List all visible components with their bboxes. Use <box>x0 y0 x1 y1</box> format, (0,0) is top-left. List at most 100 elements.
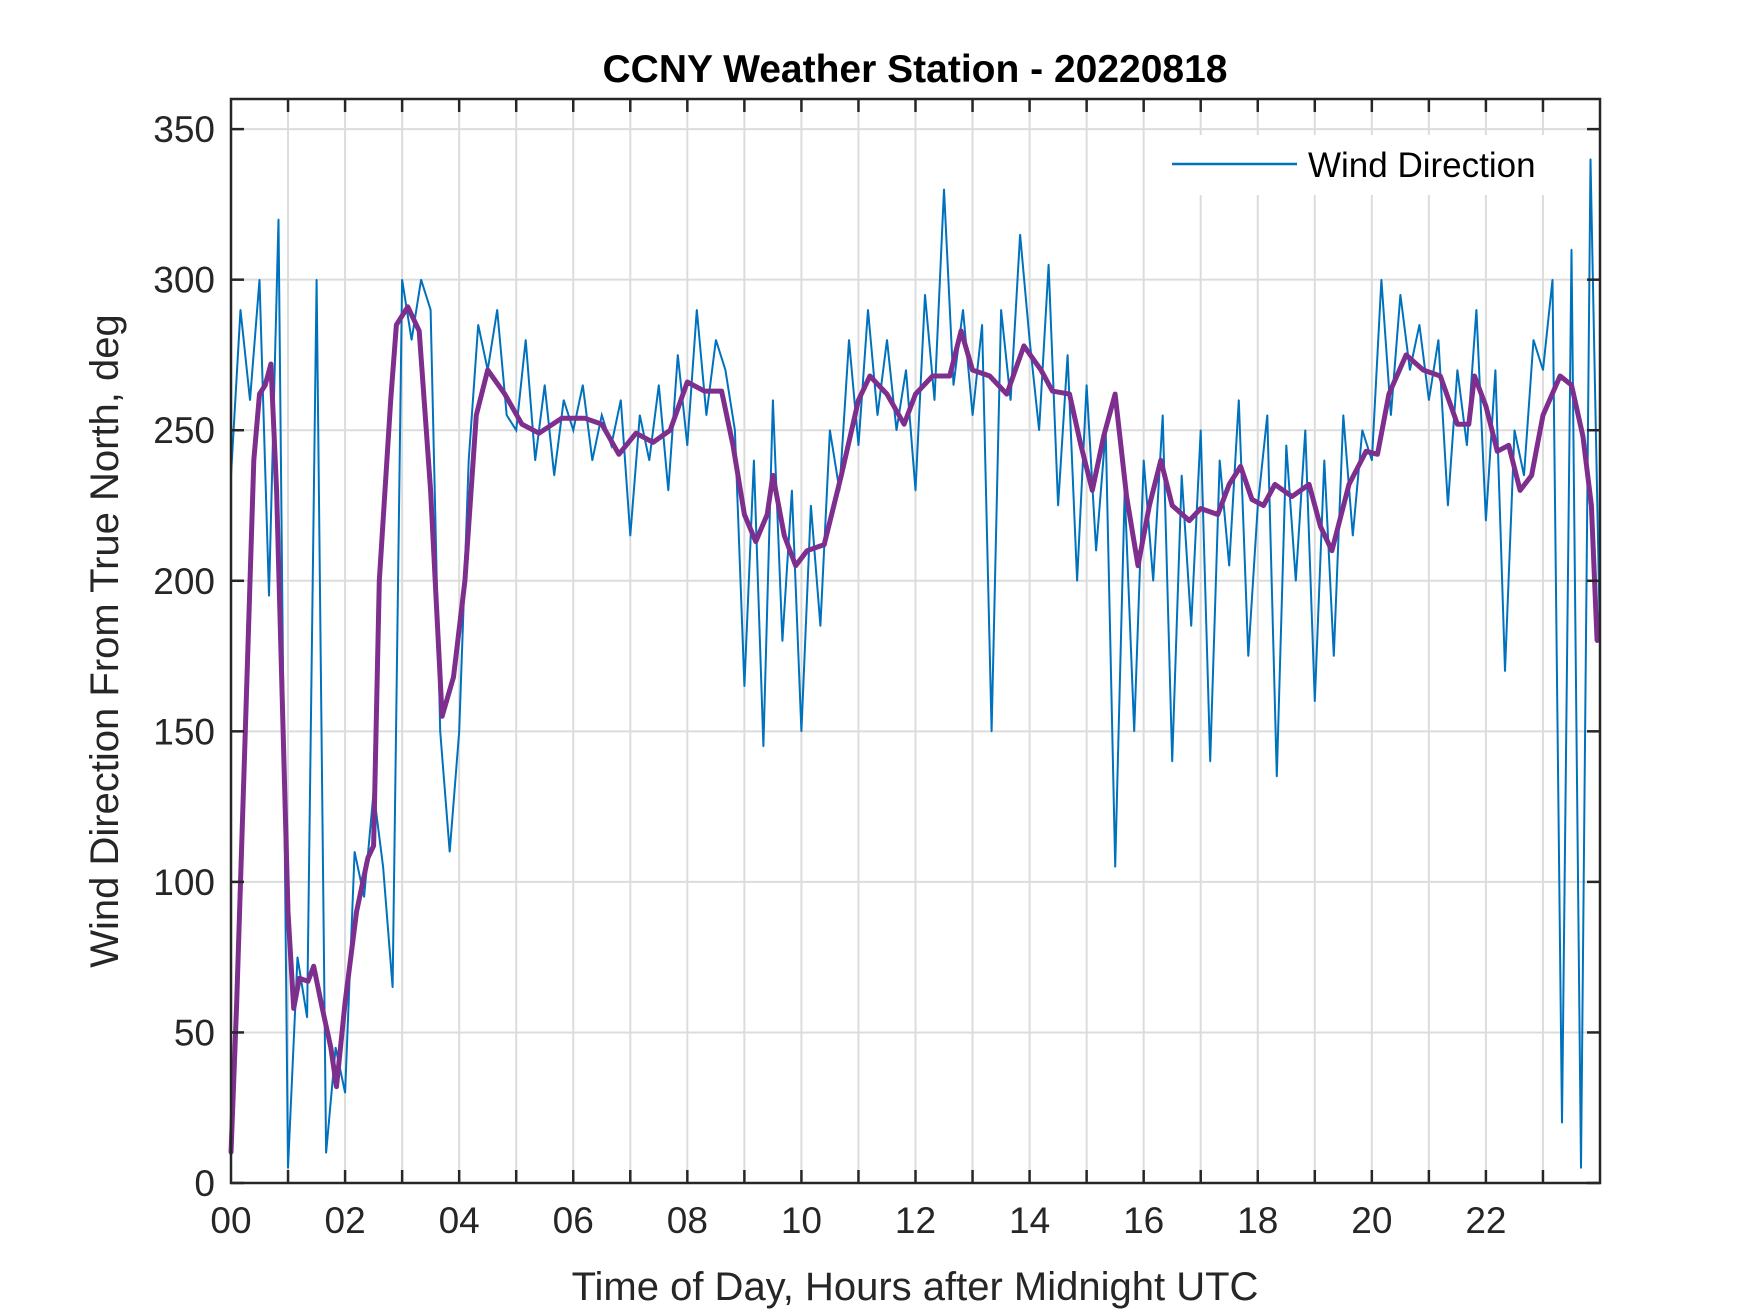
data-point-wind-direction <box>1361 429 1364 432</box>
data-point-smoothed <box>719 389 724 394</box>
data-point-wind-direction <box>1428 399 1430 401</box>
data-point-smoothed <box>1569 383 1574 388</box>
data-point-wind-direction <box>277 218 280 221</box>
data-point-wind-direction <box>420 278 422 281</box>
data-point-smoothed <box>1135 563 1140 568</box>
data-point-smoothed <box>502 392 507 397</box>
data-point-smoothed <box>394 322 399 327</box>
data-point-wind-direction <box>1028 339 1031 341</box>
x-tick-label: 00 <box>210 1200 251 1241</box>
data-point-smoothed <box>1558 374 1563 379</box>
data-point-smoothed <box>822 542 827 547</box>
data-point-wind-direction <box>1504 670 1506 672</box>
data-point-smoothed <box>263 383 268 388</box>
data-point-smoothed <box>930 374 935 379</box>
data-point-smoothed <box>320 1006 325 1011</box>
data-point-wind-direction <box>515 429 518 432</box>
data-point-wind-direction <box>363 896 365 898</box>
data-point-smoothed <box>1495 449 1500 454</box>
data-point-wind-direction <box>990 730 993 733</box>
data-point-wind-direction <box>1447 504 1449 507</box>
y-axis-label: Wind Direction From True North, deg <box>83 314 127 968</box>
data-point-smoothed <box>1438 374 1443 379</box>
data-point-wind-direction <box>629 534 632 537</box>
data-point-wind-direction <box>562 399 565 401</box>
data-point-wind-direction <box>952 384 955 386</box>
data-point-wind-direction <box>658 384 660 386</box>
data-point-smoothed <box>1472 374 1477 379</box>
data-point-wind-direction <box>1275 775 1278 778</box>
y-tick-label: 100 <box>153 862 215 903</box>
data-point-smoothed <box>1455 422 1460 427</box>
data-point-smoothed <box>1466 422 1471 427</box>
x-tick-label: 04 <box>439 1200 480 1241</box>
data-point-smoothed <box>947 374 952 379</box>
data-point-smoothed <box>1589 503 1594 508</box>
data-point-wind-direction <box>439 730 441 733</box>
data-point-smoothed <box>428 488 433 493</box>
data-point-wind-direction <box>753 459 755 462</box>
data-point-wind-direction <box>1152 579 1154 582</box>
data-point-wind-direction <box>981 324 983 326</box>
data-point-wind-direction <box>1304 429 1307 432</box>
data-point-wind-direction <box>1114 866 1116 868</box>
data-point-wind-direction <box>1161 414 1164 416</box>
data-point-smoothed <box>1050 389 1055 394</box>
data-point-wind-direction <box>848 339 850 341</box>
data-point-smoothed <box>1170 503 1175 508</box>
x-tick-label: 14 <box>1009 1200 1050 1241</box>
legend-label-wind-direction: Wind Direction <box>1308 146 1536 185</box>
data-point-smoothed <box>417 328 422 333</box>
data-point-smoothed <box>1250 497 1255 502</box>
data-point-smoothed <box>1421 368 1426 372</box>
data-point-smoothed <box>1124 494 1129 499</box>
data-point-wind-direction <box>924 293 926 296</box>
x-tick-label: 18 <box>1237 1200 1278 1241</box>
data-point-smoothed <box>1483 404 1488 409</box>
data-point-smoothed <box>257 392 262 397</box>
data-point-wind-direction <box>810 504 812 507</box>
data-point-wind-direction <box>344 1091 346 1094</box>
data-point-wind-direction <box>410 339 413 341</box>
data-point-wind-direction <box>1437 339 1440 341</box>
data-point-smoothed <box>251 458 256 463</box>
data-point-smoothed <box>451 675 456 680</box>
ticks: 0 50 100 150 200 250 300 350 00 02 04 06 08 10 12 14 16 1… <box>153 99 1600 1241</box>
data-point-smoothed <box>243 729 248 734</box>
data-point-wind-direction <box>876 414 879 416</box>
data-point-smoothed <box>1364 449 1369 454</box>
data-point-wind-direction <box>287 1167 289 1169</box>
data-point-wind-direction <box>667 489 670 492</box>
data-point-smoothed <box>582 416 587 421</box>
data-point-wind-direction <box>867 308 869 311</box>
data-point-smoothed <box>668 428 673 433</box>
data-point-smoothed <box>1307 482 1312 487</box>
data-point-smoothed <box>1198 506 1203 511</box>
x-tick-label: 10 <box>781 1200 822 1241</box>
legend: Wind Direction <box>1150 135 1570 195</box>
data-point-wind-direction <box>800 730 803 733</box>
x-tick-label: 22 <box>1465 1200 1506 1241</box>
data-point-smoothed <box>234 1000 239 1005</box>
data-point-smoothed <box>1347 482 1352 487</box>
data-point-wind-direction <box>1047 263 1050 266</box>
data-point-smoothed <box>1318 524 1323 529</box>
data-point-smoothed <box>867 374 872 379</box>
data-point-wind-direction <box>268 595 270 597</box>
data-point-smoothed <box>902 422 907 427</box>
x-tick-label: 06 <box>553 1200 594 1241</box>
data-point-wind-direction <box>1532 339 1535 341</box>
data-point-smoothed <box>1329 548 1334 553</box>
data-point-smoothed <box>1021 343 1026 348</box>
data-point-smoothed <box>685 380 690 385</box>
data-point-wind-direction <box>1352 534 1354 537</box>
data-point-smoothed <box>1289 494 1294 499</box>
data-point-smoothed <box>388 398 393 403</box>
data-point-smoothed <box>1078 443 1083 448</box>
data-point-wind-direction <box>677 354 679 356</box>
data-point-smoothed <box>742 512 747 517</box>
data-point-smoothed <box>616 452 621 457</box>
data-point-smoothed <box>286 910 291 914</box>
data-point-smoothed <box>1540 413 1545 418</box>
data-point-wind-direction <box>458 730 460 733</box>
